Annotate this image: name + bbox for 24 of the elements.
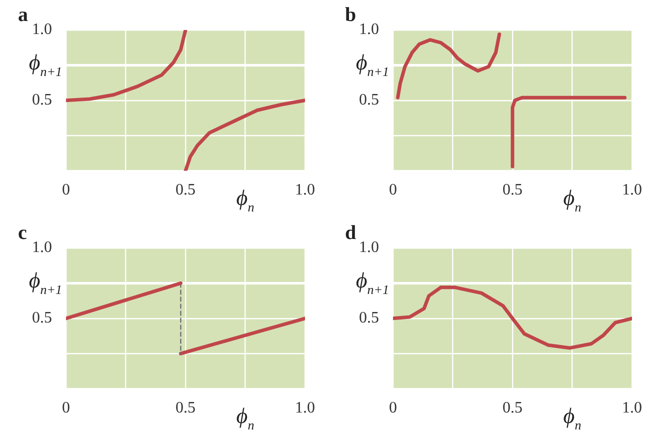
x-tick-label: 1.0 — [295, 400, 315, 417]
chart-title: b — [345, 4, 356, 26]
x-tick-label: 0 — [62, 400, 70, 417]
chart-title: a — [18, 4, 28, 26]
y-tick-label: 0.5 — [32, 310, 52, 327]
x-tick-label: 1.0 — [622, 182, 642, 199]
y-tick-label: 1.0 — [359, 239, 379, 256]
y-tick-label: 1.0 — [359, 21, 379, 38]
x-tick-label: 0.5 — [176, 182, 196, 199]
x-tick-label: 0 — [62, 182, 70, 199]
y-tick-label: 0.5 — [359, 310, 379, 327]
chart-title: d — [345, 222, 356, 244]
x-tick-label: 1.0 — [622, 400, 642, 417]
x-tick-label: 1.0 — [295, 182, 315, 199]
chart-title: c — [18, 222, 27, 244]
y-tick-label: 1.0 — [32, 21, 52, 38]
x-tick-label: 0.5 — [176, 400, 196, 417]
y-tick-label: 1.0 — [32, 239, 52, 256]
y-tick-label: 0.5 — [359, 92, 379, 109]
x-tick-label: 0.5 — [502, 400, 522, 417]
x-tick-label: 0.5 — [502, 182, 522, 199]
y-tick-label: 0.5 — [32, 92, 52, 109]
x-tick-label: 0 — [389, 182, 397, 199]
x-tick-label: 0 — [389, 400, 397, 417]
